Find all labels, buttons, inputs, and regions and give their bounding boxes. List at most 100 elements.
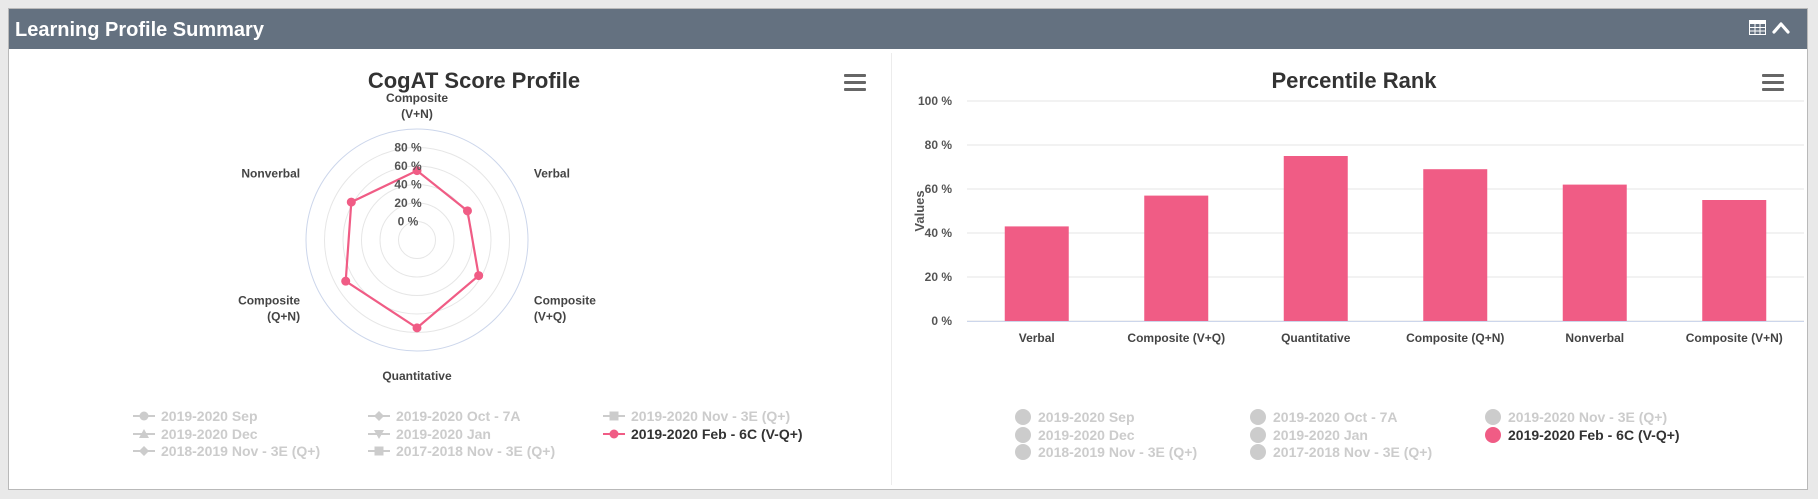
bar-x-tick-label: Nonverbal	[1565, 331, 1624, 345]
radar-point[interactable]	[341, 276, 351, 286]
menu-bar-icon	[1762, 88, 1784, 91]
bar[interactable]	[1283, 156, 1348, 321]
legend-symbol-icon	[1250, 409, 1266, 425]
legend-item[interactable]: 2019-2020 Dec	[1014, 426, 1135, 444]
radar-tick-label: 40 %	[394, 178, 422, 192]
radar-category-label: Composite (Q+N)	[238, 294, 300, 324]
legend-symbol-icon	[603, 411, 625, 421]
legend-item-label: 2017-2018 Nov - 3E (Q+)	[396, 443, 556, 459]
menu-bar-icon	[844, 81, 866, 84]
radar-series-line	[344, 169, 480, 330]
radar-tick-label: 20 %	[394, 196, 422, 210]
panel-title: Learning Profile Summary	[15, 19, 264, 41]
legend-symbol-icon	[133, 429, 155, 438]
legend-item-label: 2017-2018 Nov - 3E (Q+)	[1273, 444, 1433, 460]
bar-x-tick-label: Composite (Q+N)	[1406, 331, 1504, 345]
bar[interactable]	[1702, 200, 1767, 321]
bar-y-axis-label: Values	[912, 190, 927, 231]
radar-point[interactable]	[412, 166, 422, 176]
radar-point[interactable]	[412, 323, 422, 333]
bar[interactable]	[1423, 169, 1488, 321]
legend-item-label: 2019-2020 Oct - 7A	[396, 408, 521, 424]
legend-symbol-icon	[133, 446, 155, 456]
legend-item-label: 2019-2020 Jan	[1273, 427, 1368, 443]
legend-symbol-icon	[1015, 444, 1031, 460]
bar[interactable]	[1562, 184, 1627, 321]
legend-item-label: 2019-2020 Sep	[161, 408, 258, 424]
bar-x-tick-label: Composite (V+Q)	[1127, 331, 1225, 345]
legend-item[interactable]: 2019-2020 Feb - 6C (V-Q+)	[1484, 426, 1680, 444]
bar-chart-menu-button[interactable]	[1762, 74, 1784, 92]
legend-item[interactable]: 2018-2019 Nov - 3E (Q+)	[133, 443, 320, 459]
bar-y-tick-label: 100 %	[918, 94, 952, 108]
bar-x-tick-label: Verbal	[1019, 331, 1055, 345]
legend-item-label: 2019-2020 Jan	[396, 426, 491, 442]
radar-chart: Verbal Composite (V+Q) Quantitative Composit…	[238, 91, 596, 383]
bar-y-tick-label: 0 %	[931, 314, 952, 328]
legend-item[interactable]: 2019-2020 Sep	[1014, 408, 1135, 426]
radar-gridline	[342, 165, 492, 315]
legend-item[interactable]: 2019-2020 Jan	[368, 426, 491, 442]
legend-item[interactable]: 2019-2020 Jan	[1249, 426, 1368, 444]
legend-item[interactable]: 2018-2019 Nov - 3E (Q+)	[1014, 443, 1197, 461]
legend-item[interactable]: 2019-2020 Nov - 3E (Q+)	[603, 408, 790, 424]
menu-bar-icon	[844, 74, 866, 77]
legend-item[interactable]: 2019-2020 Oct - 7A	[368, 408, 521, 424]
legend-item[interactable]: 2019-2020 Dec	[133, 426, 258, 442]
legend-item-label: 2019-2020 Feb - 6C (V-Q+)	[631, 426, 803, 442]
radar-tick-label: 80 %	[394, 141, 422, 155]
legend-item[interactable]: 2019-2020 Feb - 6C (V-Q+)	[603, 426, 803, 442]
legend-item-label: 2019-2020 Nov - 3E (Q+)	[1508, 409, 1668, 425]
chevron-up-icon[interactable]	[1772, 20, 1790, 35]
radar-point[interactable]	[462, 206, 472, 216]
bar-x-tick-label: Composite (V+N)	[1686, 331, 1783, 345]
legend-symbol-icon	[1015, 427, 1031, 443]
legend-item-label: 2018-2019 Nov - 3E (Q+)	[1038, 444, 1198, 460]
chart-divider	[891, 53, 892, 485]
bar[interactable]	[1004, 226, 1069, 321]
menu-bar-icon	[1762, 81, 1784, 84]
legend-item-label: 2019-2020 Nov - 3E (Q+)	[631, 408, 791, 424]
radar-category-label: Nonverbal	[241, 167, 300, 181]
radar-chart-menu-button[interactable]	[844, 74, 866, 92]
legend-symbol-icon	[1250, 444, 1266, 460]
legend-item-label: 2019-2020 Dec	[161, 426, 258, 442]
legend-item[interactable]: 2019-2020 Oct - 7A	[1249, 408, 1398, 426]
radar-point[interactable]	[474, 271, 484, 281]
radar-tick-label: 60 %	[394, 159, 422, 173]
legend-symbol-icon	[1485, 409, 1501, 425]
legend-item-label: 2019-2020 Dec	[1038, 427, 1135, 443]
legend-item[interactable]: 2019-2020 Nov - 3E (Q+)	[1484, 408, 1667, 426]
legend-item[interactable]: 2017-2018 Nov - 3E (Q+)	[1249, 443, 1432, 461]
radar-category-label: Quantitative	[382, 369, 452, 383]
radar-gridline	[398, 221, 436, 259]
radar-category-label: Composite (V+Q)	[534, 294, 596, 324]
legend-symbol-icon	[1485, 427, 1501, 443]
legend-item-label: 2019-2020 Sep	[1038, 409, 1135, 425]
radar-tick-label: 0 %	[398, 215, 419, 229]
panel-header: Learning Profile Summary	[9, 9, 1807, 49]
radar-point[interactable]	[346, 197, 356, 207]
legend-symbol-icon	[133, 411, 155, 421]
legend-item[interactable]: 2017-2018 Nov - 3E (Q+)	[368, 443, 555, 459]
legend-item[interactable]: 2019-2020 Sep	[133, 408, 258, 424]
radar-gridline	[324, 147, 510, 333]
legend-symbol-icon	[1250, 427, 1266, 443]
table-icon[interactable]	[1749, 20, 1766, 35]
radar-chart-title: CogAT Score Profile	[367, 68, 581, 93]
bar-chart-container: Percentile Rank 0 % 20 % 40 % 60 % 80 % 100 %…	[892, 50, 1807, 489]
bar[interactable]	[1144, 195, 1209, 321]
bar-y-tick-label: 40 %	[925, 226, 953, 240]
radar-category-label: Verbal	[534, 167, 570, 181]
legend-item-label: 2019-2020 Feb - 6C (V-Q+)	[1508, 427, 1680, 443]
radar-category-label: Composite (V+N)	[386, 91, 448, 121]
radar-gridline	[379, 202, 455, 278]
legend-symbol-icon	[1015, 409, 1031, 425]
legend-symbol-icon	[368, 430, 390, 439]
bar-y-tick-label: 60 %	[925, 182, 953, 196]
menu-bar-icon	[844, 88, 866, 91]
bar-chart-title: Percentile Rank	[1271, 68, 1437, 93]
radar-chart-container: CogAT Score Profile Verbal Composite (V+Q)…	[10, 50, 890, 489]
legend-symbol-icon	[603, 429, 625, 439]
bar-y-tick-label: 20 %	[925, 270, 953, 284]
